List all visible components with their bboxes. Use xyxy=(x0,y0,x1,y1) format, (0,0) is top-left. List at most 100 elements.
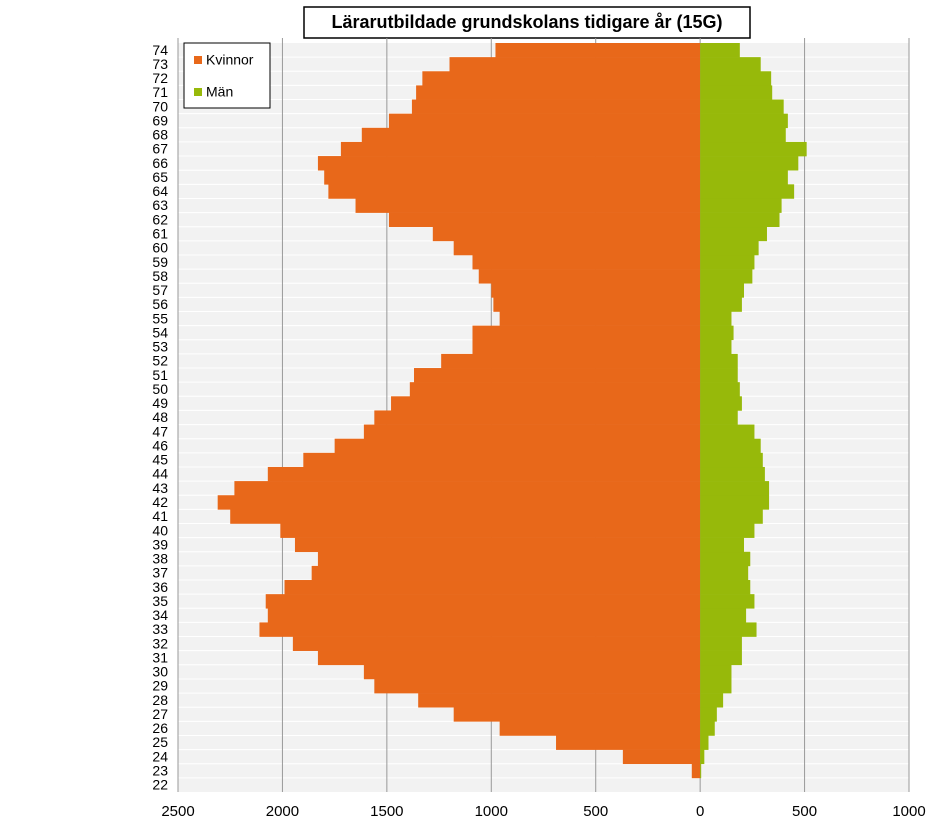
legend-swatch xyxy=(194,88,202,96)
bar xyxy=(374,678,701,694)
y-tick-label: 56 xyxy=(152,296,168,312)
bar xyxy=(700,57,761,72)
bar xyxy=(700,707,717,722)
bar xyxy=(267,608,701,623)
bar xyxy=(700,693,724,708)
y-tick-label: 35 xyxy=(152,593,168,609)
x-tick-label: 500 xyxy=(792,803,817,820)
bar xyxy=(700,523,755,538)
bar xyxy=(700,156,799,171)
y-tick-label: 42 xyxy=(152,494,168,510)
y-tick-label: 67 xyxy=(152,141,168,157)
bar xyxy=(234,481,701,496)
bar xyxy=(700,580,751,595)
x-tick-label: 500 xyxy=(583,803,608,820)
bar xyxy=(700,311,732,326)
y-tick-label: 52 xyxy=(152,353,168,369)
bar xyxy=(700,565,749,581)
y-tick-label: 34 xyxy=(152,607,168,623)
y-tick-label: 53 xyxy=(152,339,168,355)
x-tick-label: 1500 xyxy=(370,803,403,820)
y-tick-label: 64 xyxy=(152,183,168,199)
y-tick-label: 46 xyxy=(152,437,168,453)
bar xyxy=(700,198,782,213)
bar xyxy=(622,749,701,765)
legend-swatch xyxy=(194,56,202,64)
bar xyxy=(700,184,795,199)
y-tick-label: 39 xyxy=(152,536,168,552)
bar xyxy=(700,664,732,680)
bar xyxy=(432,226,701,242)
bar xyxy=(700,71,772,86)
x-tick-label: 2500 xyxy=(161,803,194,820)
bar xyxy=(700,537,745,553)
x-tick-label: 2000 xyxy=(266,803,299,820)
y-tick-label: 40 xyxy=(152,522,168,538)
y-tick-label: 71 xyxy=(152,84,168,100)
y-tick-label: 60 xyxy=(152,240,168,256)
bar xyxy=(700,678,732,694)
x-tick-label: 1000 xyxy=(892,803,925,820)
bar xyxy=(411,99,701,114)
y-tick-label: 59 xyxy=(152,254,168,270)
y-tick-label: 44 xyxy=(152,466,168,482)
bar xyxy=(414,368,701,383)
y-tick-label: 65 xyxy=(152,169,168,185)
y-tick-label: 74 xyxy=(152,42,168,58)
bar xyxy=(700,735,709,750)
bar xyxy=(317,551,701,567)
y-tick-label: 61 xyxy=(152,225,168,241)
bar xyxy=(416,85,701,100)
y-tick-label: 37 xyxy=(152,565,168,581)
bar xyxy=(340,141,701,157)
bar xyxy=(453,707,701,722)
bar xyxy=(493,297,701,312)
y-tick-label: 69 xyxy=(152,112,168,128)
y-tick-label: 55 xyxy=(152,310,168,326)
y-tick-label: 41 xyxy=(152,508,168,524)
bar xyxy=(363,424,701,439)
bar xyxy=(388,212,701,228)
y-tick-label: 62 xyxy=(152,211,168,227)
legend-label: Kvinnor xyxy=(206,52,254,68)
bar xyxy=(700,466,765,482)
bar xyxy=(700,410,738,425)
bar xyxy=(700,368,738,383)
bar xyxy=(317,156,701,171)
bar xyxy=(700,325,734,341)
bar xyxy=(259,622,701,637)
bar xyxy=(700,495,770,510)
y-tick-label: 50 xyxy=(152,381,168,397)
bar xyxy=(700,339,732,355)
bar xyxy=(391,396,701,411)
bar xyxy=(499,311,701,326)
bar xyxy=(472,339,701,355)
y-tick-label: 24 xyxy=(152,748,168,764)
bar xyxy=(700,85,773,100)
y-tick-label: 22 xyxy=(152,777,168,793)
bar xyxy=(700,240,759,256)
bar xyxy=(267,466,701,482)
y-tick-label: 58 xyxy=(152,268,168,284)
y-tick-label: 70 xyxy=(152,98,168,114)
bar xyxy=(700,749,705,765)
bar xyxy=(700,297,742,312)
bar xyxy=(700,608,747,623)
y-tick-label: 48 xyxy=(152,409,168,425)
y-tick-label: 63 xyxy=(152,197,168,213)
legend-label: Män xyxy=(206,84,233,100)
bar xyxy=(700,141,807,157)
y-tick-label: 25 xyxy=(152,734,168,750)
bar xyxy=(700,127,786,143)
bar xyxy=(700,212,780,228)
bar xyxy=(700,353,738,369)
bar xyxy=(700,382,740,397)
bar xyxy=(418,693,701,708)
bar xyxy=(441,353,701,369)
bar xyxy=(449,57,701,72)
bar xyxy=(700,254,755,270)
bar xyxy=(491,283,701,298)
y-tick-label: 45 xyxy=(152,452,168,468)
bar xyxy=(334,438,701,454)
